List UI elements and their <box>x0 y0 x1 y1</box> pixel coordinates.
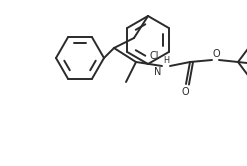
Text: N: N <box>154 67 161 77</box>
Text: H: H <box>163 56 169 65</box>
Text: O: O <box>213 49 221 59</box>
Text: O: O <box>181 87 189 97</box>
Text: Cl: Cl <box>150 51 160 61</box>
